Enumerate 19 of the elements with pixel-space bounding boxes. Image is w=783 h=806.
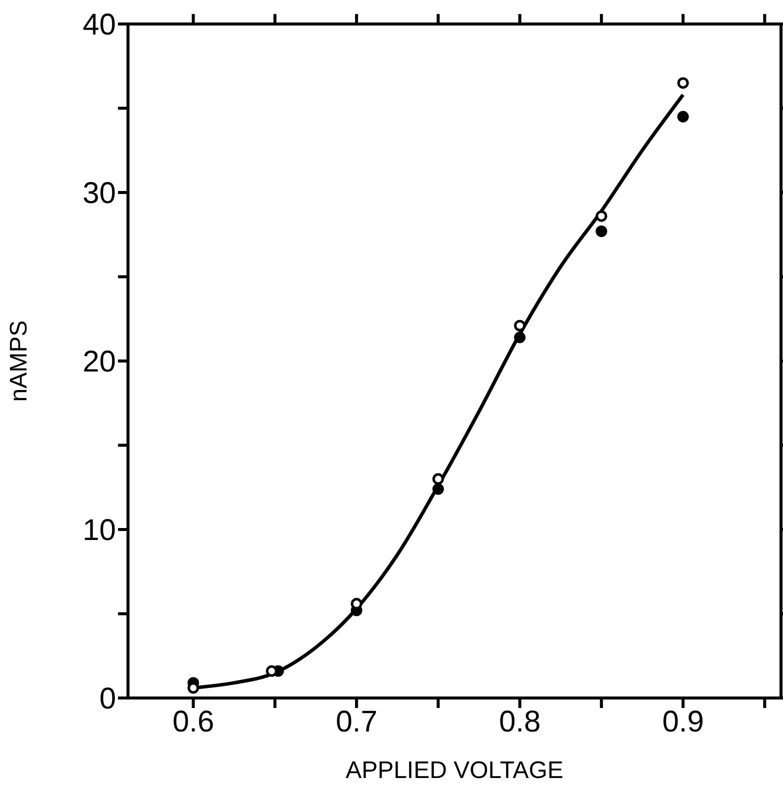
point <box>596 226 608 238</box>
x-tick-label: 0.9 <box>662 705 704 738</box>
y-tick-label: 30 <box>82 177 116 210</box>
x-tick-label: 0.8 <box>498 705 541 738</box>
x-tick-label: 0.7 <box>336 705 378 738</box>
y-tick-label: 40 <box>82 8 116 42</box>
point <box>677 110 689 122</box>
x-tick-label: 0.6 <box>172 705 214 738</box>
y-tick-label: 20 <box>82 346 116 379</box>
point <box>514 332 526 344</box>
y-axis-title: nAMPS <box>6 320 33 402</box>
point <box>596 210 608 222</box>
point <box>677 77 689 89</box>
point <box>432 473 444 485</box>
y-tick-label: 0 <box>99 682 116 716</box>
y-tick-label: 10 <box>82 514 116 548</box>
point <box>432 483 444 495</box>
point <box>514 320 526 332</box>
x-axis-title: APPLIED VOLTAGE <box>346 757 564 784</box>
